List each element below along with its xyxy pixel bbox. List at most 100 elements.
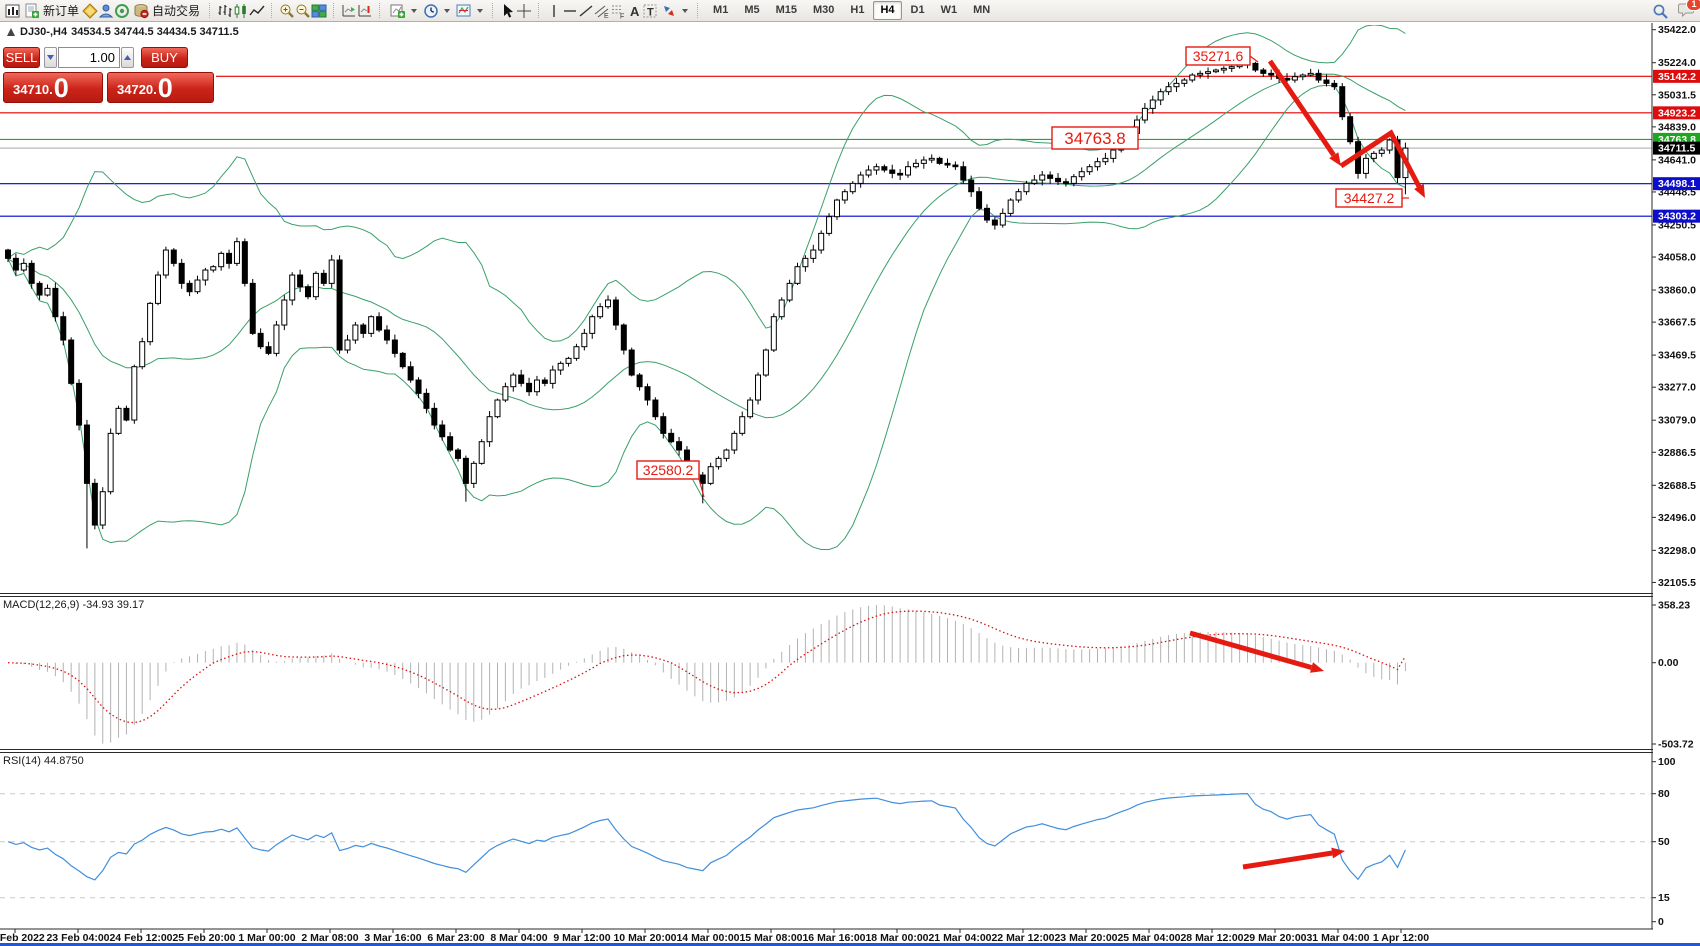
svg-text:32105.5: 32105.5 — [1658, 577, 1696, 589]
bar-chart-icon[interactable] — [217, 3, 233, 19]
buy-button[interactable]: BUY — [141, 47, 188, 68]
bollinger-bands — [7, 25, 1406, 550]
auto-trading-icon — [133, 3, 149, 19]
volume-decrease-button[interactable] — [44, 47, 57, 68]
crosshair-icon[interactable] — [516, 3, 532, 19]
tile-windows-icon[interactable] — [311, 3, 327, 19]
toolbar-separator — [333, 3, 335, 18]
auto-scroll-icon[interactable] — [341, 3, 357, 19]
timeframe-button-h1[interactable]: H1 — [850, 4, 865, 16]
auto-trading-button[interactable]: 自动交易 — [130, 1, 203, 21]
svg-text:32580.2: 32580.2 — [643, 462, 694, 478]
zoom-out-icon[interactable] — [295, 3, 311, 19]
zoom-in-icon[interactable] — [279, 3, 295, 19]
svg-text:29 Mar 20:00: 29 Mar 20:00 — [1243, 932, 1306, 944]
svg-text:2 Mar 08:00: 2 Mar 08:00 — [301, 932, 358, 944]
auto-trading-label: 自动交易 — [152, 3, 201, 18]
text-label-tool-icon[interactable]: T — [642, 3, 658, 19]
line-chart-icon[interactable] — [249, 3, 265, 19]
panel-separators — [0, 593, 1700, 930]
one-click-trading-panel: SELL 1.00 BUY 34710. 0 34720. 0 — [0, 44, 216, 106]
chart-shift-icon[interactable] — [357, 3, 373, 19]
vertical-line-tool-icon[interactable] — [546, 3, 562, 19]
volume-input[interactable]: 1.00 — [58, 47, 120, 68]
price-axis-badges: 35142.234923.234763.834711.534498.134303… — [1653, 69, 1700, 223]
signals-icon[interactable] — [114, 3, 130, 19]
svg-text:32496.0: 32496.0 — [1658, 512, 1696, 524]
search-icon[interactable] — [1652, 3, 1668, 19]
svg-text:35031.5: 35031.5 — [1658, 89, 1696, 101]
svg-text:28 Mar 12:00: 28 Mar 12:00 — [1180, 932, 1243, 944]
arrows-tool-button[interactable] — [658, 2, 691, 20]
svg-text:33469.5: 33469.5 — [1658, 350, 1696, 362]
timeframe-group: M1 M5 M15 M30 H1 H4 D1 W1 MN — [702, 0, 1001, 22]
svg-text:9 Mar 12:00: 9 Mar 12:00 — [553, 932, 610, 944]
templates-button[interactable] — [453, 2, 486, 20]
timeframe-button-m5[interactable]: M5 — [744, 4, 760, 16]
trend-arrows[interactable] — [1189, 59, 1425, 870]
sell-price-tile[interactable]: 34710. 0 — [3, 72, 103, 103]
toolbar-separator — [697, 3, 699, 18]
toolbar-separator — [492, 3, 494, 18]
svg-text:A: A — [630, 4, 640, 19]
toolbar-separator — [538, 3, 540, 18]
annotation-labels[interactable]: 35271.6 34763.8 34427.2 32580.2 — [636, 46, 1409, 498]
svg-text:80: 80 — [1658, 788, 1670, 800]
indicators-button[interactable] — [387, 2, 420, 20]
svg-text:32298.0: 32298.0 — [1658, 545, 1696, 557]
svg-text:14 Mar 00:00: 14 Mar 00:00 — [676, 932, 739, 944]
svg-text:21 Mar 04:00: 21 Mar 04:00 — [928, 932, 991, 944]
timeframe-button-m30[interactable]: M30 — [813, 4, 835, 16]
rsi-line — [7, 792, 1406, 881]
timeframe-button-mn[interactable]: MN — [973, 4, 991, 16]
text-tool-icon[interactable]: A — [626, 3, 642, 19]
new-order-button[interactable]: 新订单 — [21, 1, 82, 21]
svg-text:22 Mar 12:00: 22 Mar 12:00 — [991, 932, 1054, 944]
svg-text:16 Mar 16:00: 16 Mar 16:00 — [802, 932, 865, 944]
svg-text:358.23: 358.23 — [1658, 600, 1690, 612]
svg-text:34303.2: 34303.2 — [1658, 211, 1696, 223]
channel-tool-icon[interactable]: E — [594, 3, 610, 20]
notifications-button[interactable]: 1 — [1678, 0, 1700, 22]
timeframe-button-d1[interactable]: D1 — [910, 4, 925, 16]
svg-text:0.00: 0.00 — [1658, 657, 1679, 669]
svg-text:8 Mar 04:00: 8 Mar 04:00 — [490, 932, 547, 944]
buy-price-tile[interactable]: 34720. 0 — [107, 72, 214, 103]
timeframe-dropdown-button[interactable] — [420, 2, 453, 20]
svg-text:33667.5: 33667.5 — [1658, 317, 1696, 329]
timeframe-button-m1[interactable]: M1 — [713, 4, 729, 16]
sell-button[interactable]: SELL — [3, 47, 40, 68]
timeframe-dropdown-caret — [444, 8, 451, 13]
price-axis[interactable]: 35422.035224.035031.534839.034641.034448… — [1651, 23, 1700, 943]
timeframe-button-w1[interactable]: W1 — [940, 4, 958, 16]
fibonacci-tool-icon[interactable]: F — [610, 3, 626, 20]
volume-increase-button[interactable] — [121, 47, 134, 68]
timeframe-button-h4[interactable]: H4 — [873, 1, 902, 20]
svg-text:24 Feb 12:00: 24 Feb 12:00 — [109, 932, 172, 944]
horizontal-line-tool-icon[interactable] — [562, 3, 578, 19]
toolbar-separator — [209, 3, 211, 18]
trendline-tool-icon[interactable] — [578, 3, 594, 19]
clock-icon — [423, 3, 439, 19]
market-profile-icon[interactable] — [98, 3, 114, 19]
svg-text:35142.2: 35142.2 — [1658, 71, 1696, 83]
toolbar-separator — [379, 3, 381, 18]
timeframe-button-m15[interactable]: M15 — [775, 4, 797, 16]
candlestick-chart-icon[interactable] — [233, 3, 249, 19]
macd-indicator-label: MACD(12,26,9) -34.93 39.17 — [3, 599, 145, 611]
charts-window-icon[interactable] — [5, 3, 21, 19]
cursor-icon[interactable] — [500, 3, 516, 19]
buy-price-big-digit: 0 — [157, 73, 173, 103]
sell-price-main: 34710. — [13, 82, 53, 97]
chart-ohlc-title: DJ30-,H4 34534.5 34744.5 34434.5 34711.5 — [6, 26, 239, 38]
svg-text:34641.0: 34641.0 — [1658, 154, 1696, 166]
svg-text:34711.5: 34711.5 — [1658, 143, 1696, 155]
svg-text:1 Apr 12:00: 1 Apr 12:00 — [1373, 932, 1429, 944]
notification-count-badge: 1 — [1686, 0, 1700, 11]
metaeditor-icon[interactable] — [82, 2, 98, 19]
macd-signal-line — [7, 610, 1406, 724]
